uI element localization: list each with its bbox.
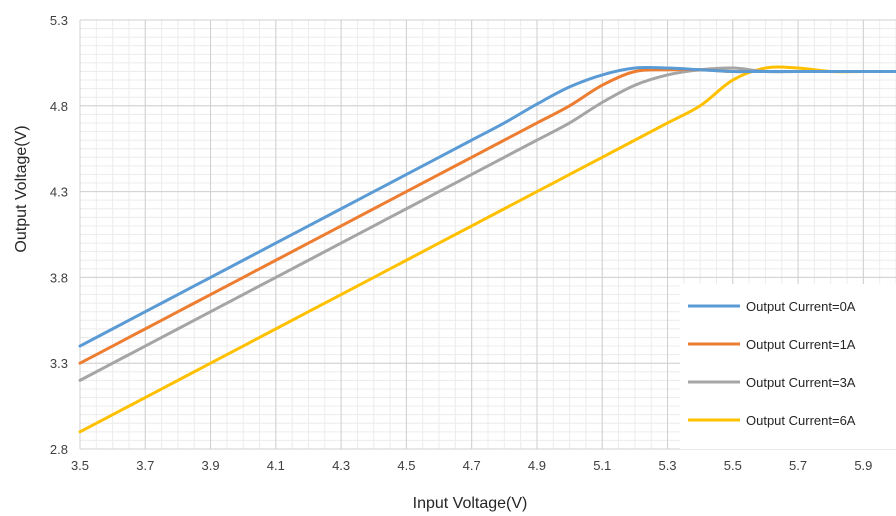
legend-item: Output Current=3A — [688, 375, 856, 390]
y-tick-label: 4.3 — [50, 185, 68, 200]
x-tick-label: 4.7 — [463, 458, 481, 473]
x-tick-label: 5.7 — [789, 458, 807, 473]
y-tick-label: 5.3 — [50, 13, 68, 28]
legend: Output Current=0A Output Current=1A Output… — [680, 284, 896, 449]
y-tick-label: 2.8 — [50, 442, 68, 457]
legend-item: Output Current=0A — [688, 299, 856, 314]
legend-label: Output Current=0A — [746, 299, 856, 314]
legend-item: Output Current=1A — [688, 337, 856, 352]
x-tick-labels: 3.5 3.7 3.9 4.1 4.3 4.5 4.7 4.9 5.1 5.3 5.5 5.7 5.9 — [71, 458, 872, 473]
legend-label: Output Current=3A — [746, 375, 856, 390]
legend-label: Output Current=1A — [746, 337, 856, 352]
x-tick-label: 3.5 — [71, 458, 89, 473]
x-tick-label: 4.3 — [332, 458, 350, 473]
y-axis-title: Output Voltage(V) — [13, 125, 30, 252]
x-tick-label: 5.1 — [593, 458, 611, 473]
x-tick-label: 4.1 — [267, 458, 285, 473]
series-line-output-current-6a — [78, 65, 896, 434]
x-tick-label: 3.7 — [136, 458, 154, 473]
x-tick-label: 4.5 — [397, 458, 415, 473]
x-axis-title: Input Voltage(V) — [413, 495, 528, 512]
x-tick-label: 5.5 — [724, 458, 742, 473]
x-tick-label: 3.9 — [202, 458, 220, 473]
y-tick-label: 4.8 — [50, 99, 68, 114]
series-line-output-current-0a — [78, 65, 896, 348]
x-tick-label: 5.9 — [854, 458, 872, 473]
y-tick-label: 3.8 — [50, 270, 68, 285]
y-tick-labels: 2.8 3.3 3.8 4.3 4.8 5.3 — [50, 13, 68, 457]
y-tick-label: 3.3 — [50, 356, 68, 371]
legend-item: Output Current=6A — [688, 413, 856, 428]
series-lines — [78, 65, 896, 434]
major-gridlines — [79, 19, 896, 450]
x-tick-label: 5.3 — [658, 458, 676, 473]
legend-label: Output Current=6A — [746, 413, 856, 428]
x-tick-label: 4.9 — [528, 458, 546, 473]
